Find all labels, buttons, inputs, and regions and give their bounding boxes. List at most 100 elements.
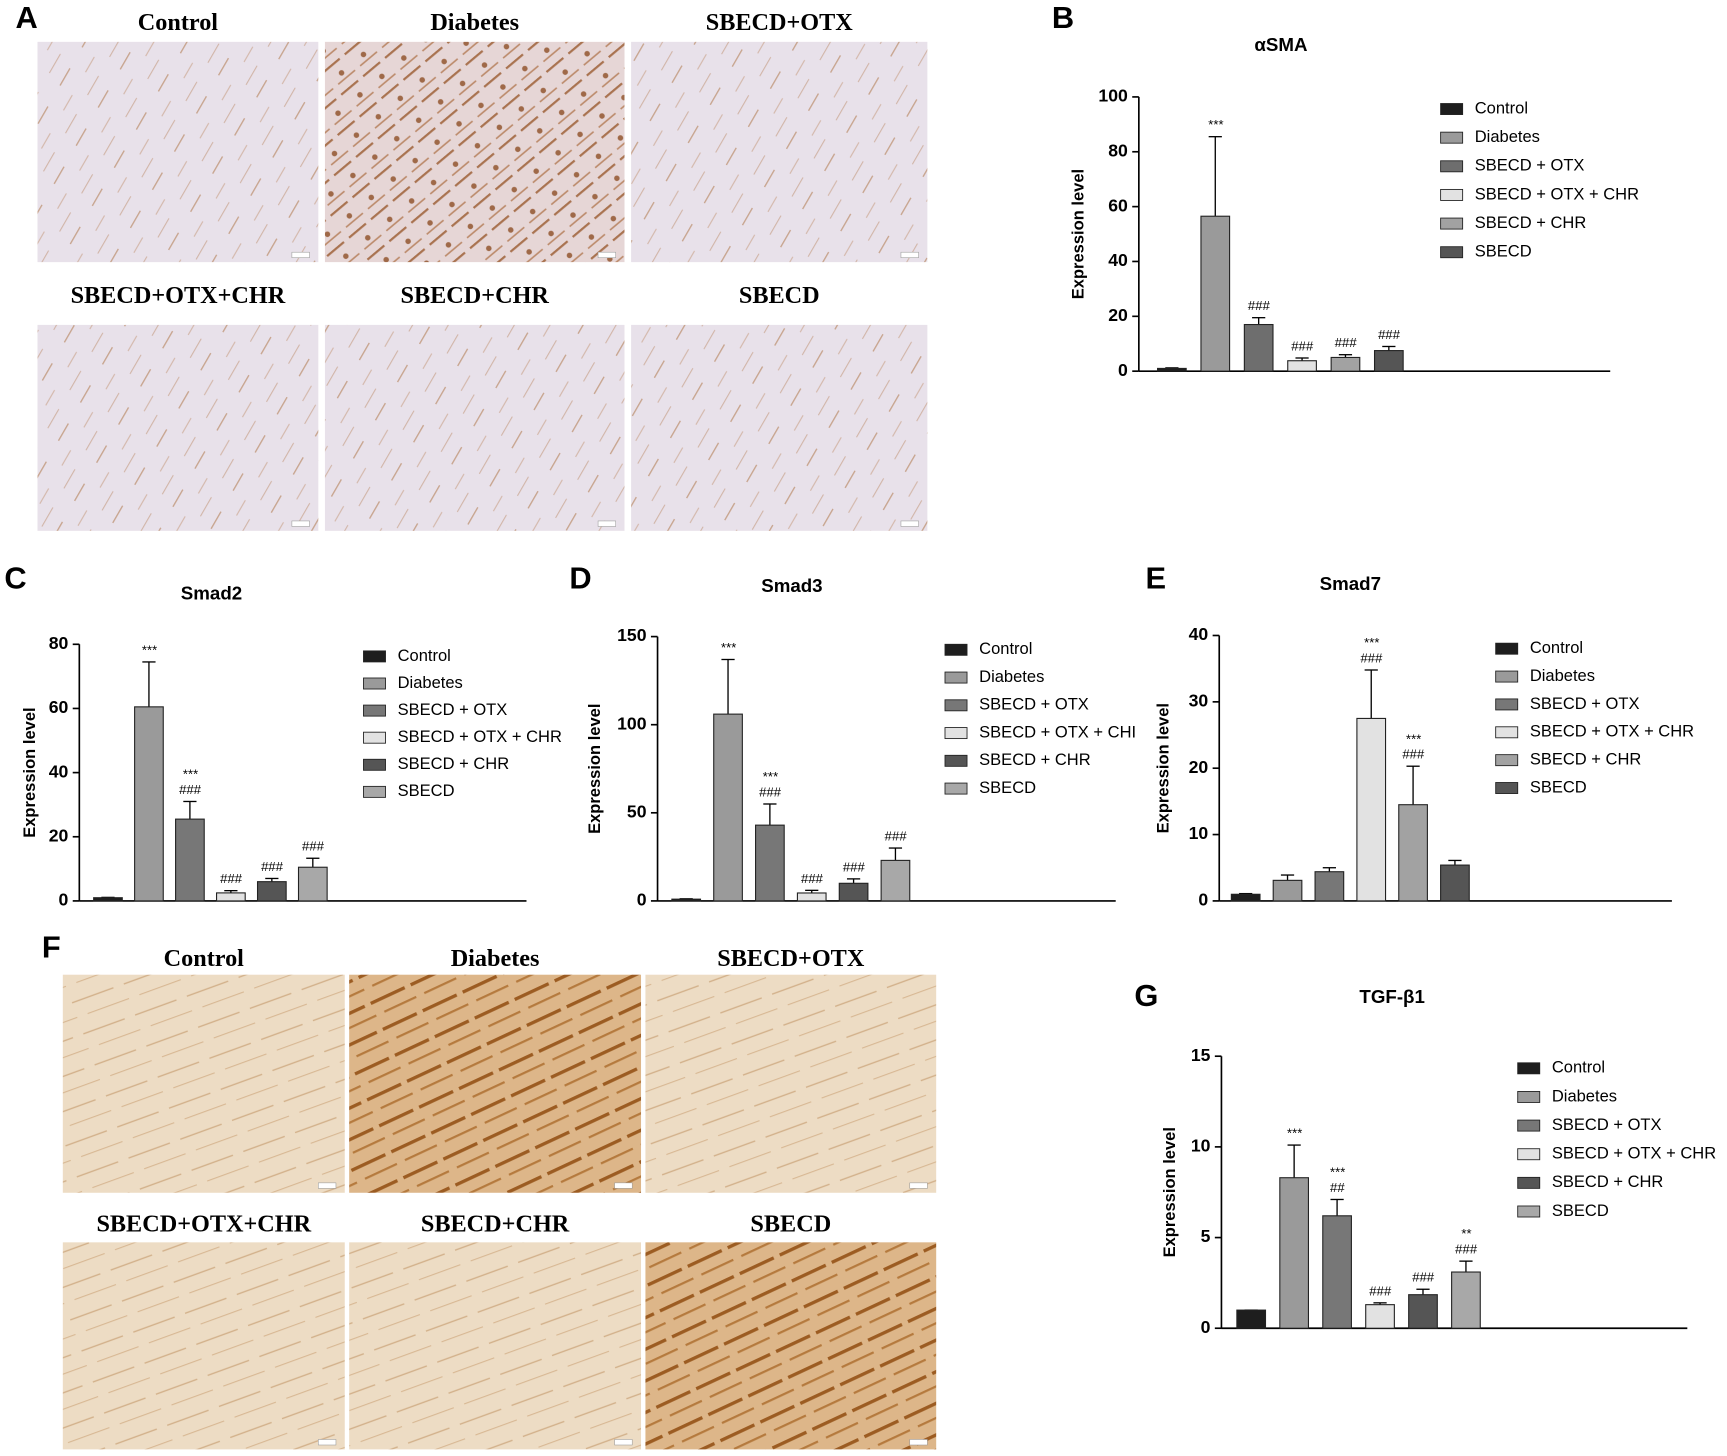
- micrograph: [324, 41, 625, 263]
- panel-letter: D: [569, 561, 591, 596]
- legend-label: SBECD + OTX: [398, 700, 508, 719]
- y-axis-label: Expression level: [1069, 169, 1088, 299]
- legend-swatch: [1517, 1062, 1541, 1075]
- chart-title: TGF-β1: [1359, 986, 1424, 1007]
- legend-label: Control: [979, 639, 1032, 658]
- significance-label: ###: [1248, 298, 1271, 313]
- panel-letter: C: [4, 561, 26, 596]
- scale-bar: [909, 1439, 928, 1446]
- legend-swatch: [1517, 1119, 1541, 1132]
- significance-label: ###: [261, 859, 284, 874]
- significance-label: ###: [884, 829, 907, 844]
- legend-swatch: [1517, 1205, 1541, 1218]
- significance-label: ###: [801, 871, 824, 886]
- legend-label: Diabetes: [1530, 666, 1595, 685]
- y-tick-label: 100: [617, 713, 647, 733]
- panel-letter: E: [1145, 561, 1166, 596]
- legend-label: Control: [1552, 1058, 1605, 1077]
- legend-swatch: [944, 671, 968, 684]
- bar: [175, 818, 205, 902]
- legend-swatch: [363, 785, 386, 798]
- bar: [1451, 1271, 1481, 1329]
- y-tick-label: 80: [49, 633, 69, 653]
- significance-label: ***: [1364, 635, 1380, 650]
- micrograph: [645, 974, 937, 1193]
- scale-bar: [900, 520, 919, 527]
- y-tick-label: 60: [49, 697, 69, 717]
- legend-label: SBECD + OTX + CHI: [979, 722, 1136, 741]
- significance-label: ***: [182, 767, 198, 782]
- legend-label: SBECD + CHR: [1475, 213, 1587, 232]
- scale-bar: [909, 1182, 928, 1189]
- scale-bar: [318, 1439, 337, 1446]
- bar: [1373, 350, 1404, 372]
- micrograph-label: SBECD+OTX+CHR: [96, 1210, 311, 1237]
- y-tick-label: 0: [1118, 360, 1128, 380]
- legend-label: SBECD + OTX + CHR: [398, 727, 562, 746]
- bar: [256, 881, 287, 902]
- legend-label: SBECD + OTX + CHR: [1530, 722, 1694, 741]
- legend-swatch: [1495, 726, 1519, 739]
- bar: [1365, 1304, 1395, 1329]
- y-tick-label: 15: [1191, 1045, 1211, 1065]
- y-tick-label: 60: [1108, 195, 1128, 215]
- bar: [1322, 1215, 1352, 1329]
- panel-letter: F: [42, 930, 61, 965]
- y-tick-label: 150: [617, 625, 647, 645]
- legend-swatch: [363, 704, 386, 717]
- significance-label: ##: [1330, 1180, 1345, 1195]
- y-tick-label: 40: [1108, 250, 1128, 270]
- legend-label: SBECD + CHR: [1530, 750, 1642, 769]
- y-axis-label: Expression level: [1154, 703, 1173, 833]
- scale-bar: [614, 1439, 633, 1446]
- scale-bar: [900, 251, 919, 258]
- scale-bar: [291, 251, 310, 258]
- significance-label: ***: [1208, 117, 1224, 132]
- micrograph-label: Control: [164, 945, 245, 972]
- chart-title: Smad7: [1320, 573, 1381, 594]
- micrograph: [631, 324, 928, 531]
- legend-label: SBECD: [1530, 777, 1587, 796]
- bar: [1272, 879, 1303, 902]
- significance-label: ###: [1402, 747, 1425, 762]
- bar: [671, 898, 702, 902]
- significance-label: ###: [843, 859, 866, 874]
- micrograph-label: Diabetes: [430, 9, 519, 36]
- chart-title: Smad3: [761, 575, 822, 596]
- y-tick-label: 40: [49, 761, 69, 781]
- significance-label: ***: [1329, 1165, 1345, 1180]
- significance-label: ***: [141, 642, 157, 657]
- legend-swatch: [1440, 131, 1464, 144]
- micrograph: [349, 1242, 642, 1450]
- significance-label: ###: [1378, 327, 1401, 342]
- bar: [216, 892, 246, 902]
- significance-label: ***: [762, 769, 778, 784]
- legend-swatch: [944, 754, 968, 767]
- significance-label: ***: [1286, 1126, 1302, 1141]
- legend-label: SBECD + OTX: [1552, 1115, 1662, 1134]
- micrograph-label: SBECD+CHR: [401, 282, 550, 309]
- bar: [838, 882, 869, 902]
- legend-swatch: [1495, 754, 1519, 767]
- bar: [1398, 804, 1428, 902]
- legend-label: Control: [1475, 98, 1528, 117]
- bar: [1314, 871, 1345, 902]
- micrograph: [645, 1242, 937, 1450]
- y-tick-label: 0: [1201, 1317, 1211, 1337]
- legend-swatch: [1440, 160, 1464, 173]
- legend-label: SBECD + CHR: [979, 750, 1091, 769]
- significance-label: ###: [1455, 1242, 1478, 1257]
- bar: [880, 859, 911, 902]
- micrograph: [37, 41, 319, 263]
- legend-label: SBECD: [1475, 242, 1532, 261]
- legend-label: Diabetes: [1552, 1086, 1617, 1105]
- bar: [1356, 717, 1387, 902]
- y-tick-label: 30: [1189, 690, 1209, 710]
- bar: [1230, 893, 1261, 902]
- scale-bar: [318, 1182, 337, 1189]
- significance-label: ###: [179, 782, 202, 797]
- micrograph-label: Control: [138, 9, 219, 36]
- micrograph: [631, 41, 928, 263]
- legend-swatch: [1495, 782, 1519, 794]
- micrograph-label: SBECD+CHR: [421, 1210, 570, 1237]
